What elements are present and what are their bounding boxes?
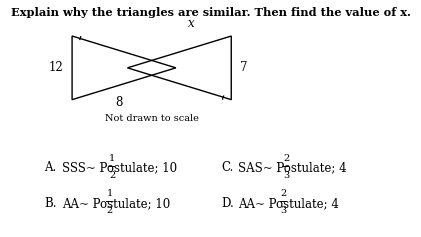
Text: 2: 2 — [280, 189, 287, 198]
Text: 1: 1 — [109, 154, 115, 163]
Text: Explain why the triangles are similar. Then find the value of x.: Explain why the triangles are similar. T… — [11, 7, 410, 18]
Text: 3: 3 — [283, 171, 289, 180]
Text: AA~ Postulate; 4: AA~ Postulate; 4 — [238, 197, 339, 210]
Text: 7: 7 — [240, 61, 248, 74]
Text: A.: A. — [44, 161, 57, 174]
Text: SSS~ Postulate; 10: SSS~ Postulate; 10 — [62, 161, 177, 174]
Text: 1: 1 — [107, 189, 113, 198]
Text: B.: B. — [44, 197, 57, 210]
Text: SAS~ Postulate; 4: SAS~ Postulate; 4 — [238, 161, 347, 174]
Text: 12: 12 — [49, 61, 64, 74]
Text: 2: 2 — [283, 154, 289, 163]
Text: 2: 2 — [107, 206, 113, 215]
Text: 3: 3 — [280, 206, 287, 215]
Text: 2: 2 — [109, 171, 115, 180]
Text: x: x — [188, 17, 195, 30]
Text: C.: C. — [221, 161, 233, 174]
Text: D.: D. — [221, 197, 234, 210]
Text: Not drawn to scale: Not drawn to scale — [105, 114, 199, 123]
Text: 8: 8 — [115, 96, 123, 109]
Text: AA~ Postulate; 10: AA~ Postulate; 10 — [62, 197, 170, 210]
